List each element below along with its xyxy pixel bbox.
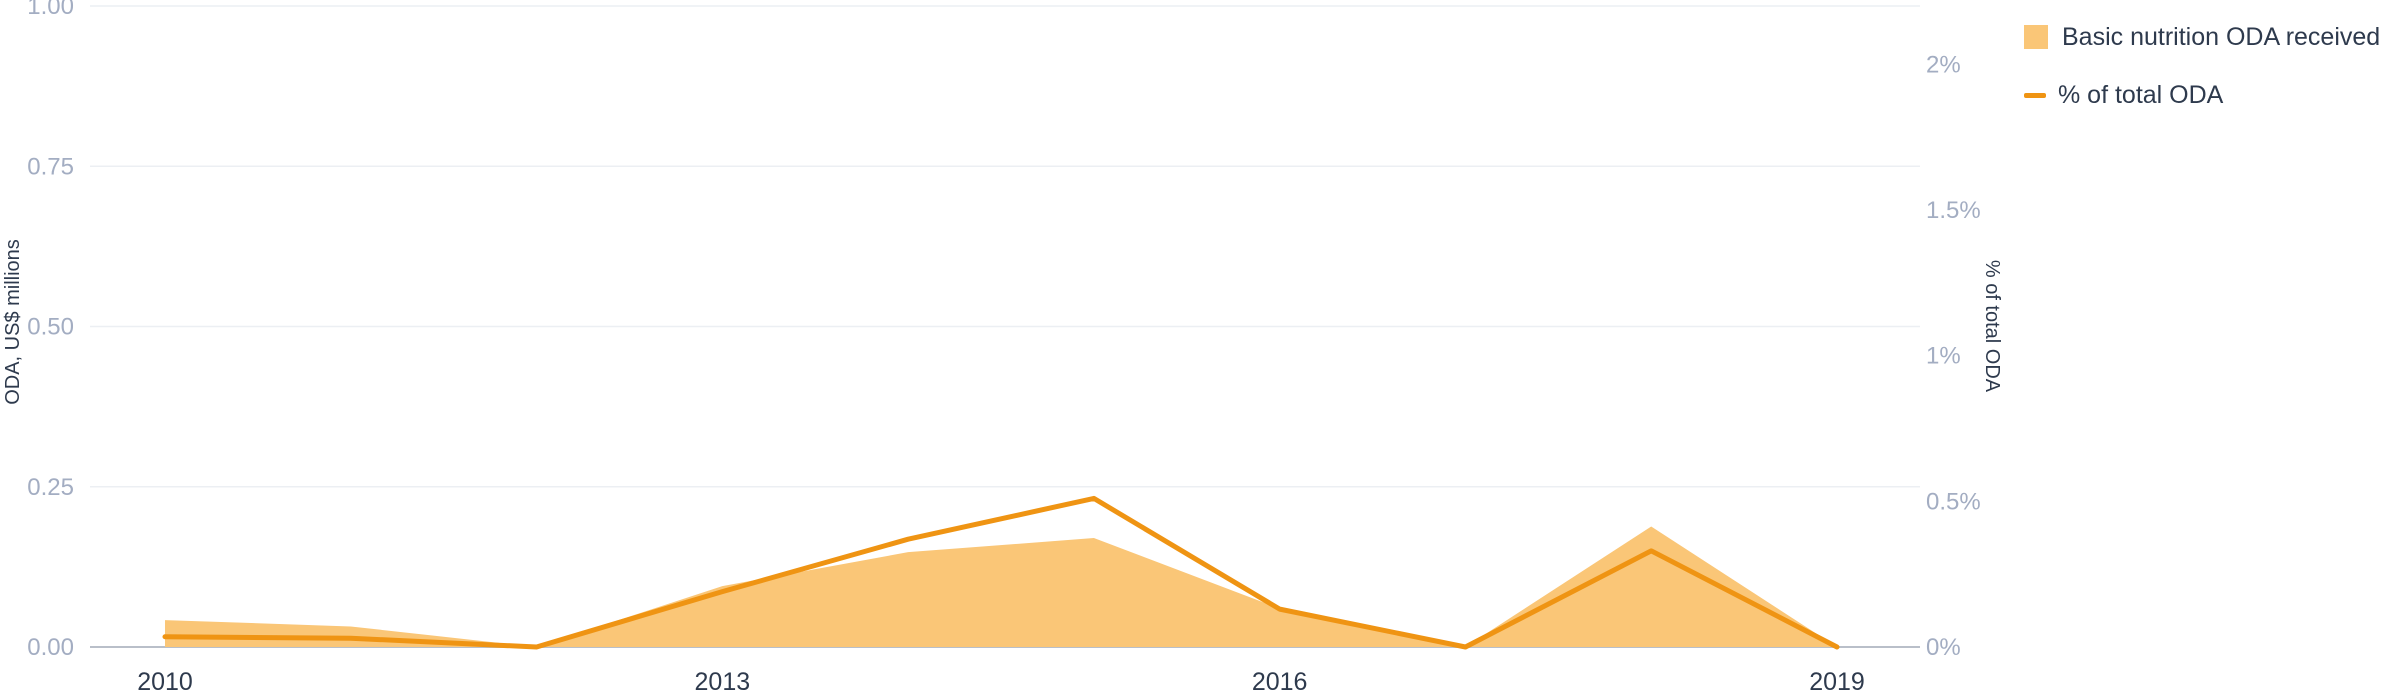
left-tick-label: 0.50: [27, 314, 74, 341]
left-tick-label: 0.25: [27, 474, 74, 501]
x-axis-ticks: 2010 2013 2016 2019: [137, 668, 1865, 696]
area-series: [165, 526, 1837, 647]
left-tick-label: 0.75: [27, 153, 74, 180]
right-axis-ticks: 0% 0.5% 1% 1.5% 2%: [1926, 51, 1981, 661]
right-tick-label: 1.5%: [1926, 197, 1981, 224]
left-axis-ticks: 0.00 0.25 0.50 0.75 1.00: [27, 0, 74, 661]
x-tick-label: 2013: [695, 668, 751, 696]
area-swatch-icon: [2024, 25, 2048, 49]
legend-item-line[interactable]: % of total ODA: [2024, 76, 2380, 114]
right-tick-label: 1%: [1926, 343, 1961, 370]
line-series: [162, 495, 1840, 650]
line-swatch-icon: [2024, 92, 2046, 98]
chart-legend: Basic nutrition ODA received % of total …: [2024, 18, 2380, 134]
right-tick-label: 0.5%: [1926, 488, 1981, 515]
legend-label-area: Basic nutrition ODA received: [2062, 22, 2381, 51]
right-tick-label: 0%: [1926, 634, 1961, 661]
right-tick-label: 2%: [1926, 51, 1961, 78]
x-tick-label: 2010: [137, 668, 193, 696]
legend-label-line: % of total ODA: [2058, 80, 2224, 109]
legend-item-area[interactable]: Basic nutrition ODA received: [2024, 18, 2380, 56]
area-basic-nutrition-oda: [165, 526, 1837, 647]
left-axis-title: ODA, US$ millions: [2, 239, 24, 405]
x-tick-label: 2019: [1809, 668, 1865, 696]
left-tick-label: 0.00: [27, 634, 74, 661]
x-tick-label: 2016: [1252, 668, 1308, 696]
line-percent-total-oda: [162, 495, 1840, 650]
right-axis-title: % of total ODA: [1981, 260, 2003, 393]
left-tick-label: 1.00: [27, 0, 74, 20]
